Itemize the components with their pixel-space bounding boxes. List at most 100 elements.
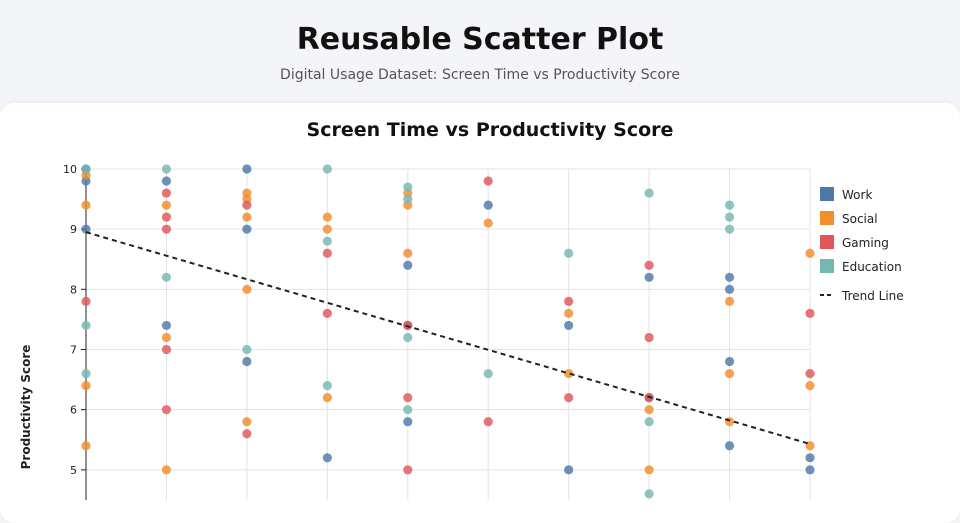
data-point-work	[403, 417, 413, 427]
data-point-work	[242, 164, 252, 174]
data-point-education	[81, 320, 91, 331]
data-point-gaming	[483, 176, 493, 186]
y-tick-label: 7	[70, 344, 77, 357]
y-tick-label: 8	[70, 283, 77, 296]
data-point-gaming	[805, 308, 815, 318]
data-point-gaming	[483, 417, 493, 427]
axes: 5 6 7 8 9 10	[63, 163, 87, 500]
data-point-social	[322, 224, 332, 234]
data-point-social	[724, 368, 735, 379]
data-point-social	[322, 393, 332, 403]
data-point-education	[403, 405, 413, 415]
data-point-gaming	[242, 429, 252, 439]
data-point-gaming	[644, 332, 654, 343]
data-point-gaming	[564, 393, 574, 403]
data-point-education	[403, 182, 413, 192]
data-point-work	[161, 176, 172, 186]
data-point-gaming	[161, 188, 172, 198]
data-point-education	[403, 194, 413, 204]
data-point-social	[403, 248, 413, 258]
legend-swatch-work	[820, 187, 834, 201]
data-point-work	[724, 441, 735, 451]
data-point-education	[242, 344, 252, 355]
data-point-social	[644, 465, 654, 475]
data-point-gaming	[161, 212, 172, 222]
data-point-education	[483, 368, 493, 379]
chart-card	[0, 103, 960, 523]
data-point-education	[644, 489, 654, 499]
page-title: Reusable Scatter Plot	[296, 22, 664, 57]
data-point-education	[322, 164, 332, 174]
data-point-social	[242, 284, 252, 294]
data-point-education	[644, 417, 654, 427]
data-point-social	[564, 368, 574, 379]
data-point-social	[161, 465, 172, 475]
data-point-work	[805, 465, 815, 475]
trend-line	[85, 231, 811, 445]
data-point-gaming	[322, 248, 332, 258]
data-point-education	[322, 381, 332, 391]
data-point-gaming	[242, 200, 252, 210]
legend-label-gaming: Gaming	[842, 236, 889, 250]
trend-line-layer	[85, 231, 811, 445]
data-point-work	[644, 272, 654, 282]
data-point-gaming	[161, 405, 172, 415]
legend-swatch-social	[820, 211, 834, 225]
data-point-education	[81, 368, 91, 379]
data-point-gaming	[403, 393, 413, 403]
data-point-education	[161, 272, 172, 282]
chart-title: Screen Time vs Productivity Score	[307, 119, 674, 141]
data-point-education	[724, 200, 735, 210]
legend-label-work: Work	[842, 188, 872, 202]
data-point-work	[564, 320, 574, 331]
y-tick-label: 6	[70, 404, 77, 417]
data-point-education	[564, 248, 574, 258]
data-point-education	[724, 224, 735, 234]
data-point-education	[81, 164, 91, 174]
data-point-education	[322, 236, 332, 246]
data-point-social	[724, 296, 735, 306]
data-point-work	[242, 356, 252, 367]
data-point-gaming	[644, 260, 654, 270]
data-point-social	[564, 308, 574, 318]
data-point-social	[483, 218, 493, 228]
legend: Work Social Gaming Education Trend Line	[820, 187, 904, 303]
grid	[85, 168, 811, 500]
data-point-work	[724, 272, 735, 282]
data-point-education	[403, 332, 413, 343]
data-point-social	[81, 441, 91, 451]
data-point-social	[161, 332, 172, 343]
data-point-gaming	[564, 296, 574, 306]
data-point-social	[805, 248, 815, 258]
data-point-work	[81, 224, 91, 234]
data-point-work	[724, 284, 735, 294]
data-points	[81, 164, 815, 499]
legend-label-trend-line: Trend Line	[841, 289, 904, 303]
data-point-gaming	[81, 296, 91, 306]
data-point-gaming	[161, 344, 172, 355]
legend-swatch-gaming	[820, 235, 834, 249]
data-point-gaming	[403, 465, 413, 475]
data-point-work	[483, 200, 493, 210]
legend-label-education: Education	[842, 260, 902, 274]
legend-swatch-education	[820, 259, 834, 273]
data-point-education	[724, 212, 735, 222]
data-point-social	[81, 200, 91, 210]
data-point-social	[644, 405, 654, 415]
data-point-social	[242, 212, 252, 222]
data-point-work	[805, 453, 815, 463]
page-subtitle: Digital Usage Dataset: Screen Time vs Pr…	[280, 67, 680, 83]
data-point-work	[161, 320, 172, 331]
data-point-social	[242, 417, 252, 427]
data-point-social	[322, 212, 332, 222]
data-point-social	[242, 188, 252, 198]
y-axis-label: Productivity Score	[19, 345, 33, 470]
data-point-gaming	[322, 308, 332, 318]
data-point-education	[161, 164, 172, 174]
data-point-work	[242, 224, 252, 234]
data-point-work	[564, 465, 574, 475]
data-point-work	[322, 453, 332, 463]
y-tick-label: 10	[63, 163, 77, 176]
y-tick-label: 5	[70, 464, 77, 477]
data-point-education	[644, 188, 654, 198]
